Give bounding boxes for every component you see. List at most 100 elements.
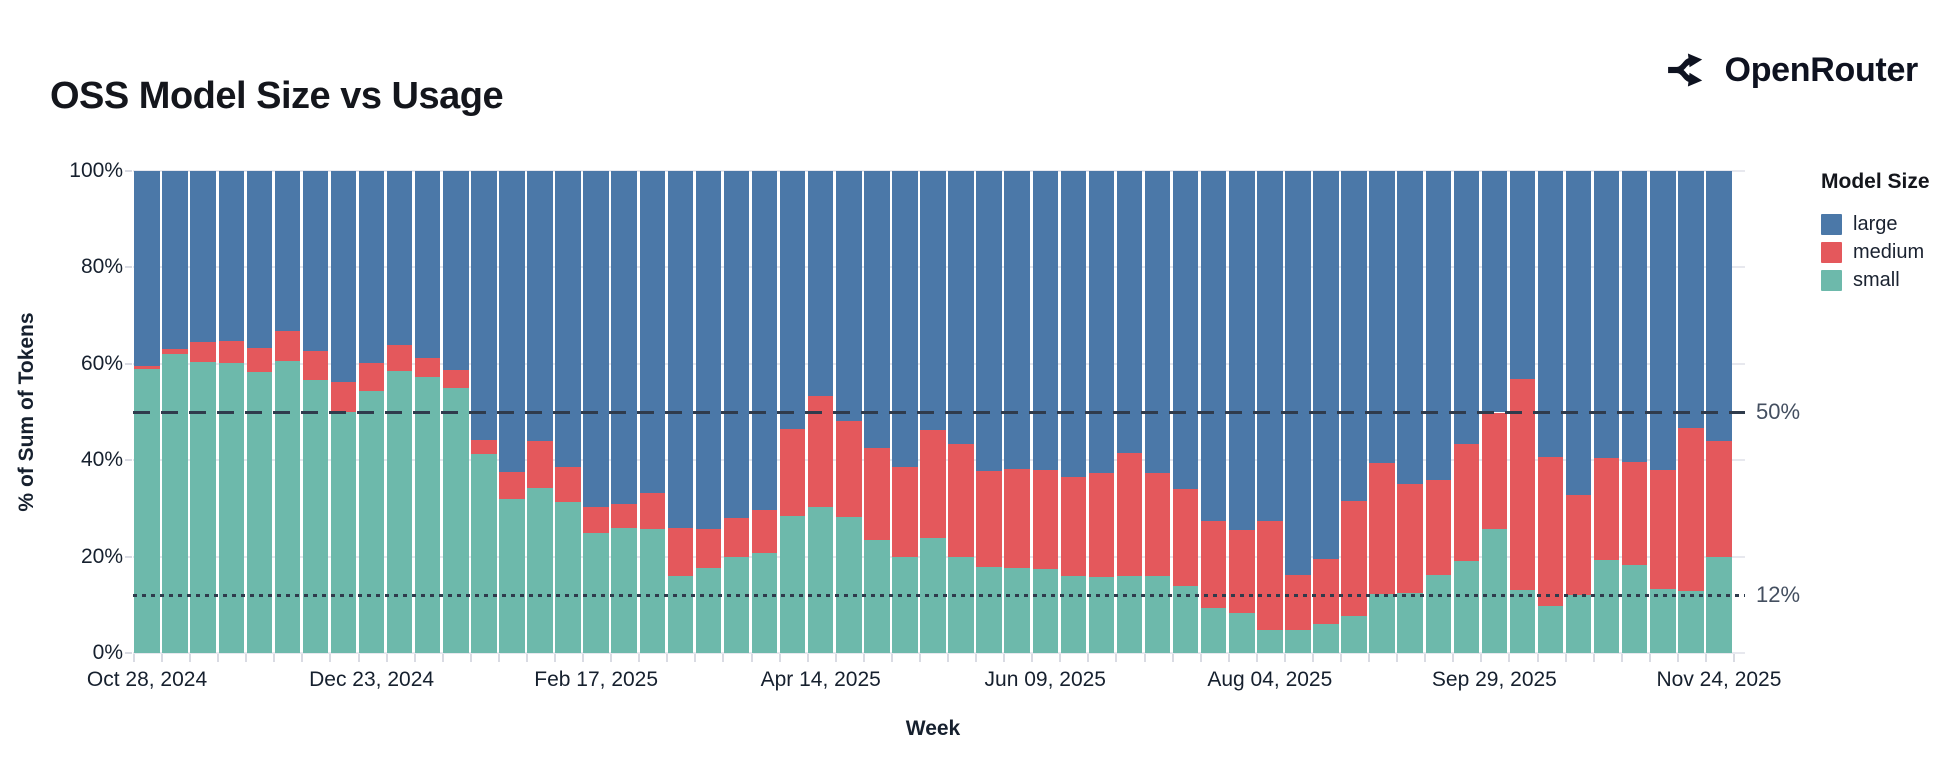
openrouter-logo[interactable]: OpenRouter	[1667, 48, 1918, 92]
bar-segment-medium[interactable]	[358, 363, 385, 391]
bar-segment-small[interactable]	[499, 498, 525, 653]
bar-segment-medium[interactable]	[162, 349, 188, 355]
bar-segment-small[interactable]	[1481, 529, 1508, 653]
bar-segment-large[interactable]	[695, 171, 722, 529]
bar-column[interactable]	[386, 171, 413, 653]
bar-segment-small[interactable]	[751, 552, 778, 653]
bar-segment-medium[interactable]	[190, 342, 216, 363]
bar-segment-medium[interactable]	[386, 345, 413, 372]
bar-segment-medium[interactable]	[1060, 477, 1087, 576]
bar-segment-large[interactable]	[1004, 171, 1030, 470]
bar-segment-small[interactable]	[190, 362, 216, 653]
bar-segment-medium[interactable]	[1257, 521, 1283, 630]
bar-segment-large[interactable]	[1229, 171, 1255, 531]
bar-segment-small[interactable]	[1060, 575, 1087, 653]
bar-segment-medium[interactable]	[1593, 458, 1620, 560]
bar-segment-large[interactable]	[976, 171, 1002, 472]
bar-segment-large[interactable]	[1425, 171, 1451, 481]
bar-column[interactable]	[302, 171, 329, 653]
bar-segment-large[interactable]	[864, 171, 890, 449]
bar-segment-medium[interactable]	[1144, 472, 1171, 576]
bar-segment-medium[interactable]	[1172, 489, 1199, 586]
bar-segment-small[interactable]	[1425, 574, 1451, 653]
bar-segment-medium[interactable]	[134, 366, 160, 369]
bar-column[interactable]	[751, 171, 778, 653]
bar-segment-medium[interactable]	[1622, 461, 1648, 565]
bar-segment-large[interactable]	[779, 171, 806, 430]
bar-segment-medium[interactable]	[1369, 462, 1395, 595]
bar-segment-medium[interactable]	[302, 350, 329, 380]
bar-segment-medium[interactable]	[246, 348, 273, 373]
bar-segment-small[interactable]	[1032, 569, 1059, 653]
bar-column[interactable]	[1229, 171, 1255, 653]
bar-segment-small[interactable]	[667, 575, 694, 653]
bar-segment-large[interactable]	[948, 171, 974, 445]
bar-segment-small[interactable]	[274, 361, 301, 653]
bar-segment-large[interactable]	[892, 171, 918, 467]
bar-segment-large[interactable]	[836, 171, 862, 421]
bar-segment-medium[interactable]	[1004, 469, 1030, 569]
bar-segment-medium[interactable]	[892, 466, 918, 557]
bar-column[interactable]	[499, 171, 525, 653]
bar-segment-large[interactable]	[1593, 171, 1620, 459]
bar-segment-medium[interactable]	[751, 509, 778, 553]
bar-segment-large[interactable]	[1706, 171, 1732, 442]
bar-column[interactable]	[611, 171, 637, 653]
bar-segment-large[interactable]	[1650, 171, 1676, 471]
bar-segment-small[interactable]	[1088, 576, 1115, 653]
bar-segment-small[interactable]	[1341, 616, 1367, 653]
bar-column[interactable]	[1650, 171, 1676, 653]
bar-segment-medium[interactable]	[948, 444, 974, 557]
bar-segment-small[interactable]	[358, 390, 385, 653]
bar-column[interactable]	[1509, 171, 1536, 653]
bar-segment-small[interactable]	[1116, 576, 1143, 653]
bar-segment-small[interactable]	[1650, 588, 1676, 653]
bar-segment-medium[interactable]	[611, 503, 637, 529]
bar-segment-medium[interactable]	[415, 357, 441, 377]
bar-segment-medium[interactable]	[1341, 500, 1367, 617]
bar-segment-small[interactable]	[1200, 608, 1227, 653]
bar-segment-small[interactable]	[892, 556, 918, 653]
bar-segment-small[interactable]	[471, 454, 497, 653]
bar-column[interactable]	[415, 171, 441, 653]
bar-column[interactable]	[836, 171, 862, 653]
bar-column[interactable]	[695, 171, 722, 653]
bar-column[interactable]	[723, 171, 750, 653]
bar-column[interactable]	[1032, 171, 1059, 653]
bar-segment-small[interactable]	[134, 368, 160, 653]
bar-segment-large[interactable]	[218, 171, 244, 341]
bar-segment-medium[interactable]	[1650, 470, 1676, 589]
bar-segment-medium[interactable]	[1537, 456, 1564, 606]
bar-segment-small[interactable]	[1144, 575, 1171, 653]
bar-segment-large[interactable]	[1341, 171, 1367, 501]
bar-segment-medium[interactable]	[583, 506, 609, 533]
bar-segment-small[interactable]	[330, 412, 357, 653]
bar-column[interactable]	[1481, 171, 1508, 653]
bar-column[interactable]	[1397, 171, 1423, 653]
bar-segment-large[interactable]	[415, 171, 441, 358]
bar-column[interactable]	[948, 171, 974, 653]
bar-segment-small[interactable]	[1004, 568, 1030, 653]
bar-column[interactable]	[1369, 171, 1395, 653]
bar-segment-medium[interactable]	[639, 493, 666, 530]
bar-segment-large[interactable]	[1032, 171, 1059, 471]
bar-segment-small[interactable]	[1313, 624, 1339, 653]
bar-column[interactable]	[1678, 171, 1704, 653]
bar-segment-large[interactable]	[723, 171, 750, 518]
bar-column[interactable]	[892, 171, 918, 653]
bar-column[interactable]	[639, 171, 666, 653]
bar-segment-large[interactable]	[499, 171, 525, 472]
bar-segment-large[interactable]	[190, 171, 216, 343]
bar-column[interactable]	[330, 171, 357, 653]
bar-segment-small[interactable]	[723, 556, 750, 653]
bar-segment-small[interactable]	[976, 567, 1002, 653]
bar-column[interactable]	[667, 171, 694, 653]
bar-segment-large[interactable]	[134, 171, 160, 367]
bar-segment-large[interactable]	[555, 171, 581, 468]
bar-column[interactable]	[527, 171, 553, 653]
bar-segment-large[interactable]	[611, 171, 637, 504]
bar-segment-large[interactable]	[1285, 171, 1311, 575]
bar-segment-medium[interactable]	[1425, 480, 1451, 575]
bar-segment-small[interactable]	[1593, 559, 1620, 653]
bar-segment-small[interactable]	[218, 362, 244, 653]
